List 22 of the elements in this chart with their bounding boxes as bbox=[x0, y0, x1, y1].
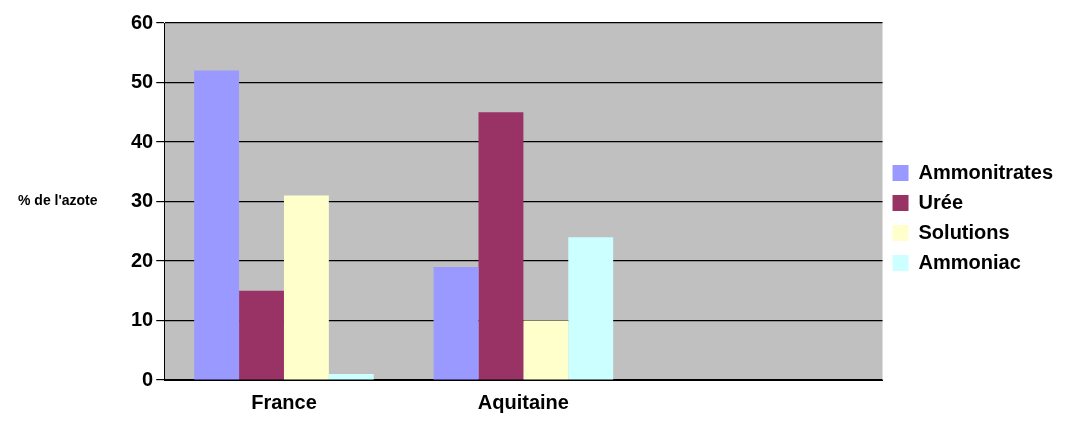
y-tick-label: 30 bbox=[131, 189, 154, 212]
bar bbox=[568, 237, 614, 380]
y-tick-label: 10 bbox=[131, 308, 154, 331]
x-tick-label: Aquitaine bbox=[477, 390, 569, 413]
legend-label: Ammoniac bbox=[918, 250, 1021, 273]
y-tick-label: 20 bbox=[131, 248, 154, 271]
bar bbox=[328, 374, 374, 380]
x-tick-label: France bbox=[251, 390, 317, 413]
y-axis-title: % de l'azote bbox=[18, 192, 98, 209]
y-tick-label: 50 bbox=[131, 70, 154, 93]
y-tick-label: 0 bbox=[142, 367, 154, 390]
bar bbox=[283, 195, 329, 380]
legend-label: Ammonitrates bbox=[918, 160, 1054, 183]
bar bbox=[478, 112, 524, 380]
bar bbox=[523, 320, 569, 380]
y-tick-label: 60 bbox=[131, 10, 154, 33]
bar bbox=[433, 266, 479, 380]
legend-label: Urée bbox=[918, 190, 964, 213]
y-tick-label: 40 bbox=[131, 129, 154, 152]
bar bbox=[239, 290, 284, 380]
bar bbox=[194, 70, 240, 380]
legend-label: Solutions bbox=[918, 220, 1010, 243]
